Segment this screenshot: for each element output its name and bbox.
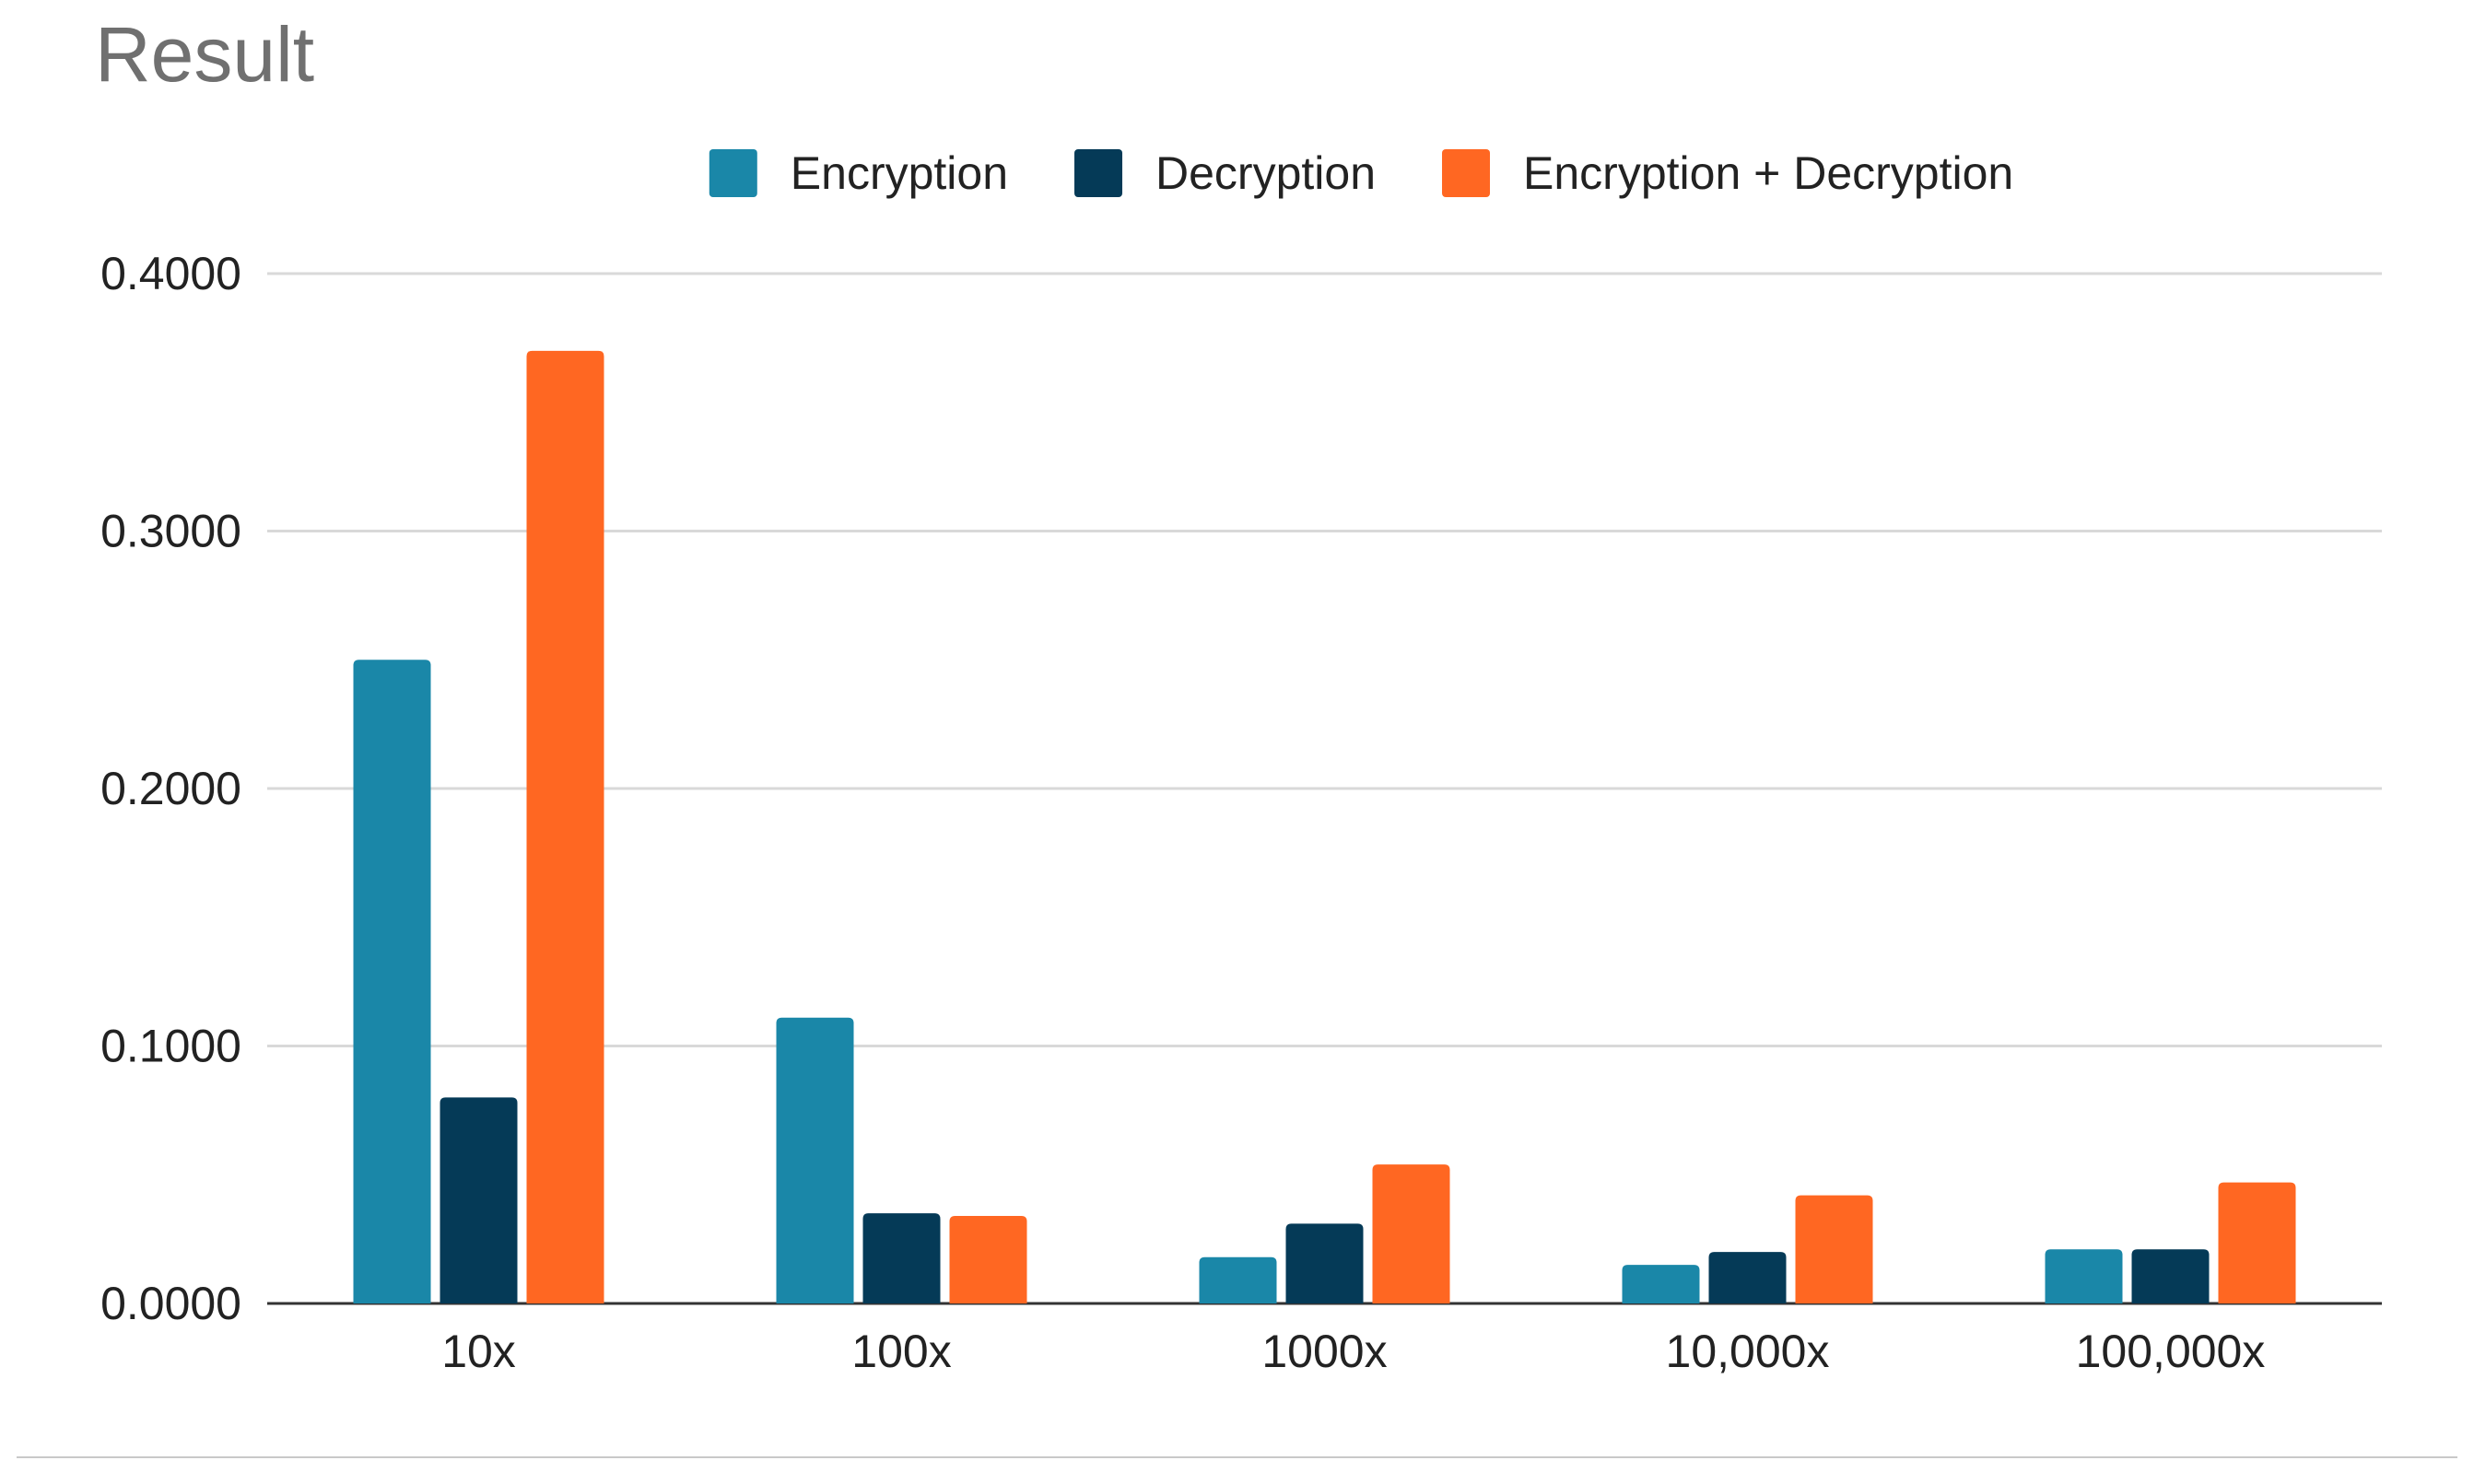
legend-swatch — [709, 149, 757, 197]
y-tick-label: 0.2000 — [100, 763, 241, 814]
y-tick-label: 0.1000 — [100, 1021, 241, 1072]
bar — [1199, 1256, 1277, 1303]
bar — [1285, 1223, 1364, 1303]
legend: Encryption Decryption Encryption + Decrypt… — [709, 147, 2013, 199]
x-tick-label: 100x — [851, 1326, 951, 1377]
bars — [353, 350, 2296, 1304]
bar — [2045, 1249, 2123, 1303]
chart-title: Result — [95, 11, 314, 98]
bar — [949, 1215, 1027, 1303]
y-tick-label: 0.0000 — [100, 1278, 241, 1329]
legend-swatch — [1442, 149, 1491, 197]
bar — [526, 350, 604, 1304]
legend-label: Encryption — [791, 147, 1008, 199]
y-tick-label: 0.3000 — [100, 506, 241, 557]
bar — [776, 1017, 854, 1303]
bar — [1622, 1265, 1700, 1303]
bar — [2131, 1249, 2210, 1303]
bar — [1708, 1252, 1787, 1303]
bar — [353, 660, 431, 1303]
legend-label: Decryption — [1155, 147, 1376, 199]
x-axis-tick-labels: 10x 100x 1000x 10,000x 100,000x — [441, 1326, 2265, 1377]
bar — [1795, 1195, 1873, 1303]
legend-swatch — [1074, 149, 1123, 197]
y-axis-tick-labels: 0.0000 0.1000 0.2000 0.3000 0.4000 — [100, 248, 241, 1329]
y-tick-label: 0.4000 — [100, 248, 241, 299]
legend-label: Encryption + Decryption — [1523, 147, 2013, 199]
bar — [2218, 1182, 2296, 1303]
x-tick-label: 10,000x — [1666, 1326, 1830, 1377]
x-tick-label: 100,000x — [2076, 1326, 2266, 1377]
bar — [440, 1097, 518, 1303]
bar — [862, 1213, 941, 1303]
bar — [1372, 1164, 1450, 1303]
x-tick-label: 10x — [441, 1326, 516, 1377]
x-tick-label: 1000x — [1261, 1326, 1387, 1377]
